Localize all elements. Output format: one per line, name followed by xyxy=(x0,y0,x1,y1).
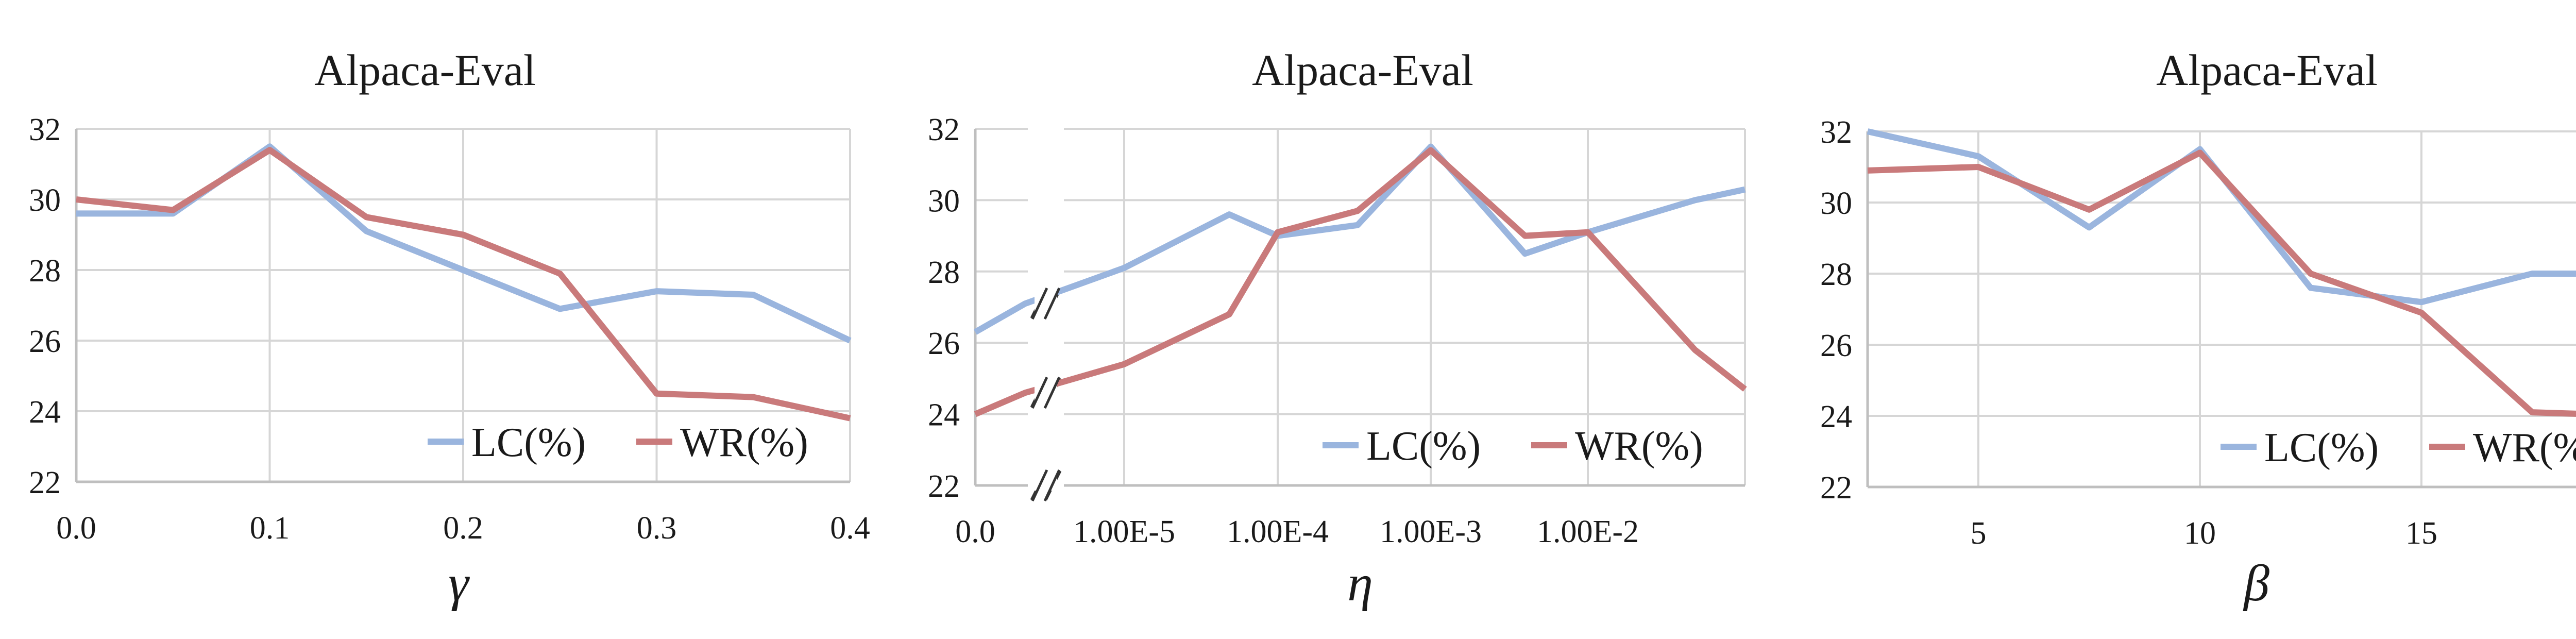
chart-panel-3: Alpaca-Eval2224262830325101520LC(%)WR(%)… xyxy=(1820,45,2576,612)
axis-break-mark xyxy=(1031,288,1048,320)
x-tick-label: 0.3 xyxy=(637,511,677,546)
legend-label-wr: WR(%) xyxy=(2473,425,2576,470)
x-axis-label: β xyxy=(2243,554,2269,612)
y-tick-label: 32 xyxy=(928,112,960,147)
x-tick-label: 1.00E-5 xyxy=(1073,514,1175,549)
legend-label-lc: LC(%) xyxy=(1366,424,1481,469)
y-tick-label: 24 xyxy=(928,398,960,433)
y-tick-label: 30 xyxy=(1820,186,1852,221)
legend: LC(%) WR(%) xyxy=(1323,424,1703,469)
y-tick-label: 22 xyxy=(1820,470,1852,506)
legend: LC(%) WR(%) xyxy=(2221,425,2576,470)
legend-label-wr: WR(%) xyxy=(680,420,808,465)
legend: LC(%) WR(%) xyxy=(428,420,808,465)
x-tick-label: 1.00E-2 xyxy=(1537,514,1639,549)
axis-break-mark xyxy=(1043,469,1061,502)
x-tick-label: 1.00E-3 xyxy=(1380,514,1482,549)
y-tick-label: 28 xyxy=(29,254,61,289)
y-tick-label: 32 xyxy=(1820,115,1852,150)
y-tick-label: 32 xyxy=(29,112,61,147)
legend-label-lc: LC(%) xyxy=(2264,425,2379,470)
chart-title: Alpaca-Eval xyxy=(314,45,536,95)
x-tick-label: 0.0 xyxy=(56,511,96,546)
axis-break-mark xyxy=(1031,377,1048,409)
y-tick-label: 26 xyxy=(1820,328,1852,363)
y-tick-label: 24 xyxy=(1820,399,1852,434)
axis-break-mark xyxy=(1043,288,1061,320)
y-tick-label: 28 xyxy=(928,255,960,290)
series-line-wr xyxy=(974,147,1747,417)
series-line-lc xyxy=(974,143,1746,335)
y-tick-label: 30 xyxy=(29,183,61,218)
y-tick-label: 30 xyxy=(928,183,960,218)
chart-title: Alpaca-Eval xyxy=(1252,45,1473,95)
chart-panel-1: Alpaca-Eval 22 24 26 28 30 32 0.0 0.1 0.2 0.3 0.4 LC… xyxy=(29,45,870,612)
y-tick-label: 22 xyxy=(29,465,61,500)
y-tick-label: 26 xyxy=(29,324,61,359)
x-axis-label: η xyxy=(1347,554,1373,612)
series-line-wr xyxy=(1867,149,2576,417)
chart-title: Alpaca-Eval xyxy=(2156,45,2378,95)
chart-panel-2: Alpaca-Eval 22 24 26 28 30 32 0.0 1.00E-5 1.00E-4… xyxy=(928,45,1747,612)
series-line-wr xyxy=(76,147,851,422)
axis-break-mark xyxy=(1031,469,1048,502)
x-tick-label: 5 xyxy=(1971,516,1987,551)
x-tick-label: 1.00E-4 xyxy=(1227,514,1329,549)
y-tick-label: 22 xyxy=(928,469,960,504)
x-tick-label: 15 xyxy=(2405,516,2437,551)
y-tick-label: 28 xyxy=(1820,257,1852,292)
x-axis-label: γ xyxy=(448,554,470,612)
legend-label-lc: LC(%) xyxy=(471,420,586,465)
x-tick-label: 0.1 xyxy=(250,511,290,546)
y-tick-label: 26 xyxy=(928,326,960,361)
y-tick-label: 24 xyxy=(29,395,61,430)
x-tick-label: 0.2 xyxy=(443,511,483,546)
legend-label-wr: WR(%) xyxy=(1575,424,1703,469)
series-line-lc xyxy=(1867,128,2576,306)
x-tick-label: 10 xyxy=(2184,516,2216,551)
x-tick-label: 0.4 xyxy=(830,511,870,546)
x-tick-label: 0.0 xyxy=(955,514,995,549)
axis-break-mark xyxy=(1043,377,1061,409)
